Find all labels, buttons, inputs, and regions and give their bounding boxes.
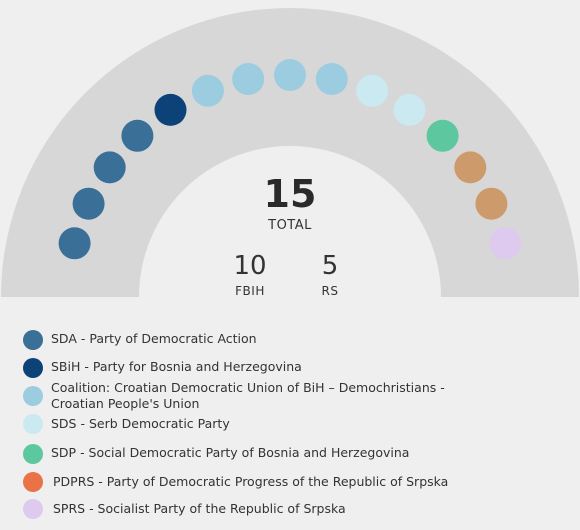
seat-dots xyxy=(58,59,522,260)
total-seats-value: 15 xyxy=(263,172,317,216)
legend-label-hdz-coalition-line2: Croatian People's Union xyxy=(51,396,200,411)
seat-dot-10 xyxy=(356,74,389,107)
seat-dot-12 xyxy=(426,119,459,152)
seat-arc-band xyxy=(1,8,579,297)
legend-label-sdp: SDP - Social Democratic Party of Bosnia … xyxy=(51,445,410,460)
seat-dot-3 xyxy=(93,151,126,184)
seat-dot-1 xyxy=(58,227,91,260)
seat-dot-7 xyxy=(232,63,265,95)
seat-dot-5 xyxy=(154,93,187,126)
parliament-chart xyxy=(1,8,579,297)
legend-swatch-sbih xyxy=(23,358,43,378)
total-seats-label: TOTAL xyxy=(268,218,312,233)
legend-label-sda: SDA - Party of Democratic Action xyxy=(51,331,257,346)
legend-label-sds: SDS - Serb Democratic Party xyxy=(51,416,230,431)
rs-seats-label: RS xyxy=(321,284,339,298)
legend-swatch-sds xyxy=(23,414,43,434)
fbih-seats-value: 10 xyxy=(233,251,267,281)
legend-label-sbih: SBiH - Party for Bosnia and Herzegovina xyxy=(51,359,302,374)
seat-dot-9 xyxy=(315,63,348,95)
legend-swatch-sprs xyxy=(23,499,43,519)
seat-dot-8 xyxy=(274,59,306,91)
legend-swatch-pdprs xyxy=(23,472,43,492)
seat-dot-11 xyxy=(393,93,426,126)
seat-dot-13 xyxy=(454,151,487,184)
fbih-seats-label: FBIH xyxy=(235,284,265,298)
legend-swatch-sdp xyxy=(23,444,43,464)
seat-dot-4 xyxy=(121,119,154,152)
legend-swatch-hdz-coalition xyxy=(23,386,43,406)
legend-label-hdz-coalition-line1: Coalition: Croatian Democratic Union of … xyxy=(51,380,445,395)
seat-dot-15 xyxy=(489,227,522,260)
legend-label-sprs: SPRS - Socialist Party of the Republic o… xyxy=(53,501,346,516)
seat-dot-2 xyxy=(72,187,105,220)
legend-swatch-sda xyxy=(23,330,43,350)
legend-label-pdprs: PDPRS - Party of Democratic Progress of … xyxy=(53,474,449,489)
seat-dot-6 xyxy=(191,74,224,107)
seat-dot-14 xyxy=(475,187,508,220)
rs-seats-value: 5 xyxy=(321,251,339,281)
